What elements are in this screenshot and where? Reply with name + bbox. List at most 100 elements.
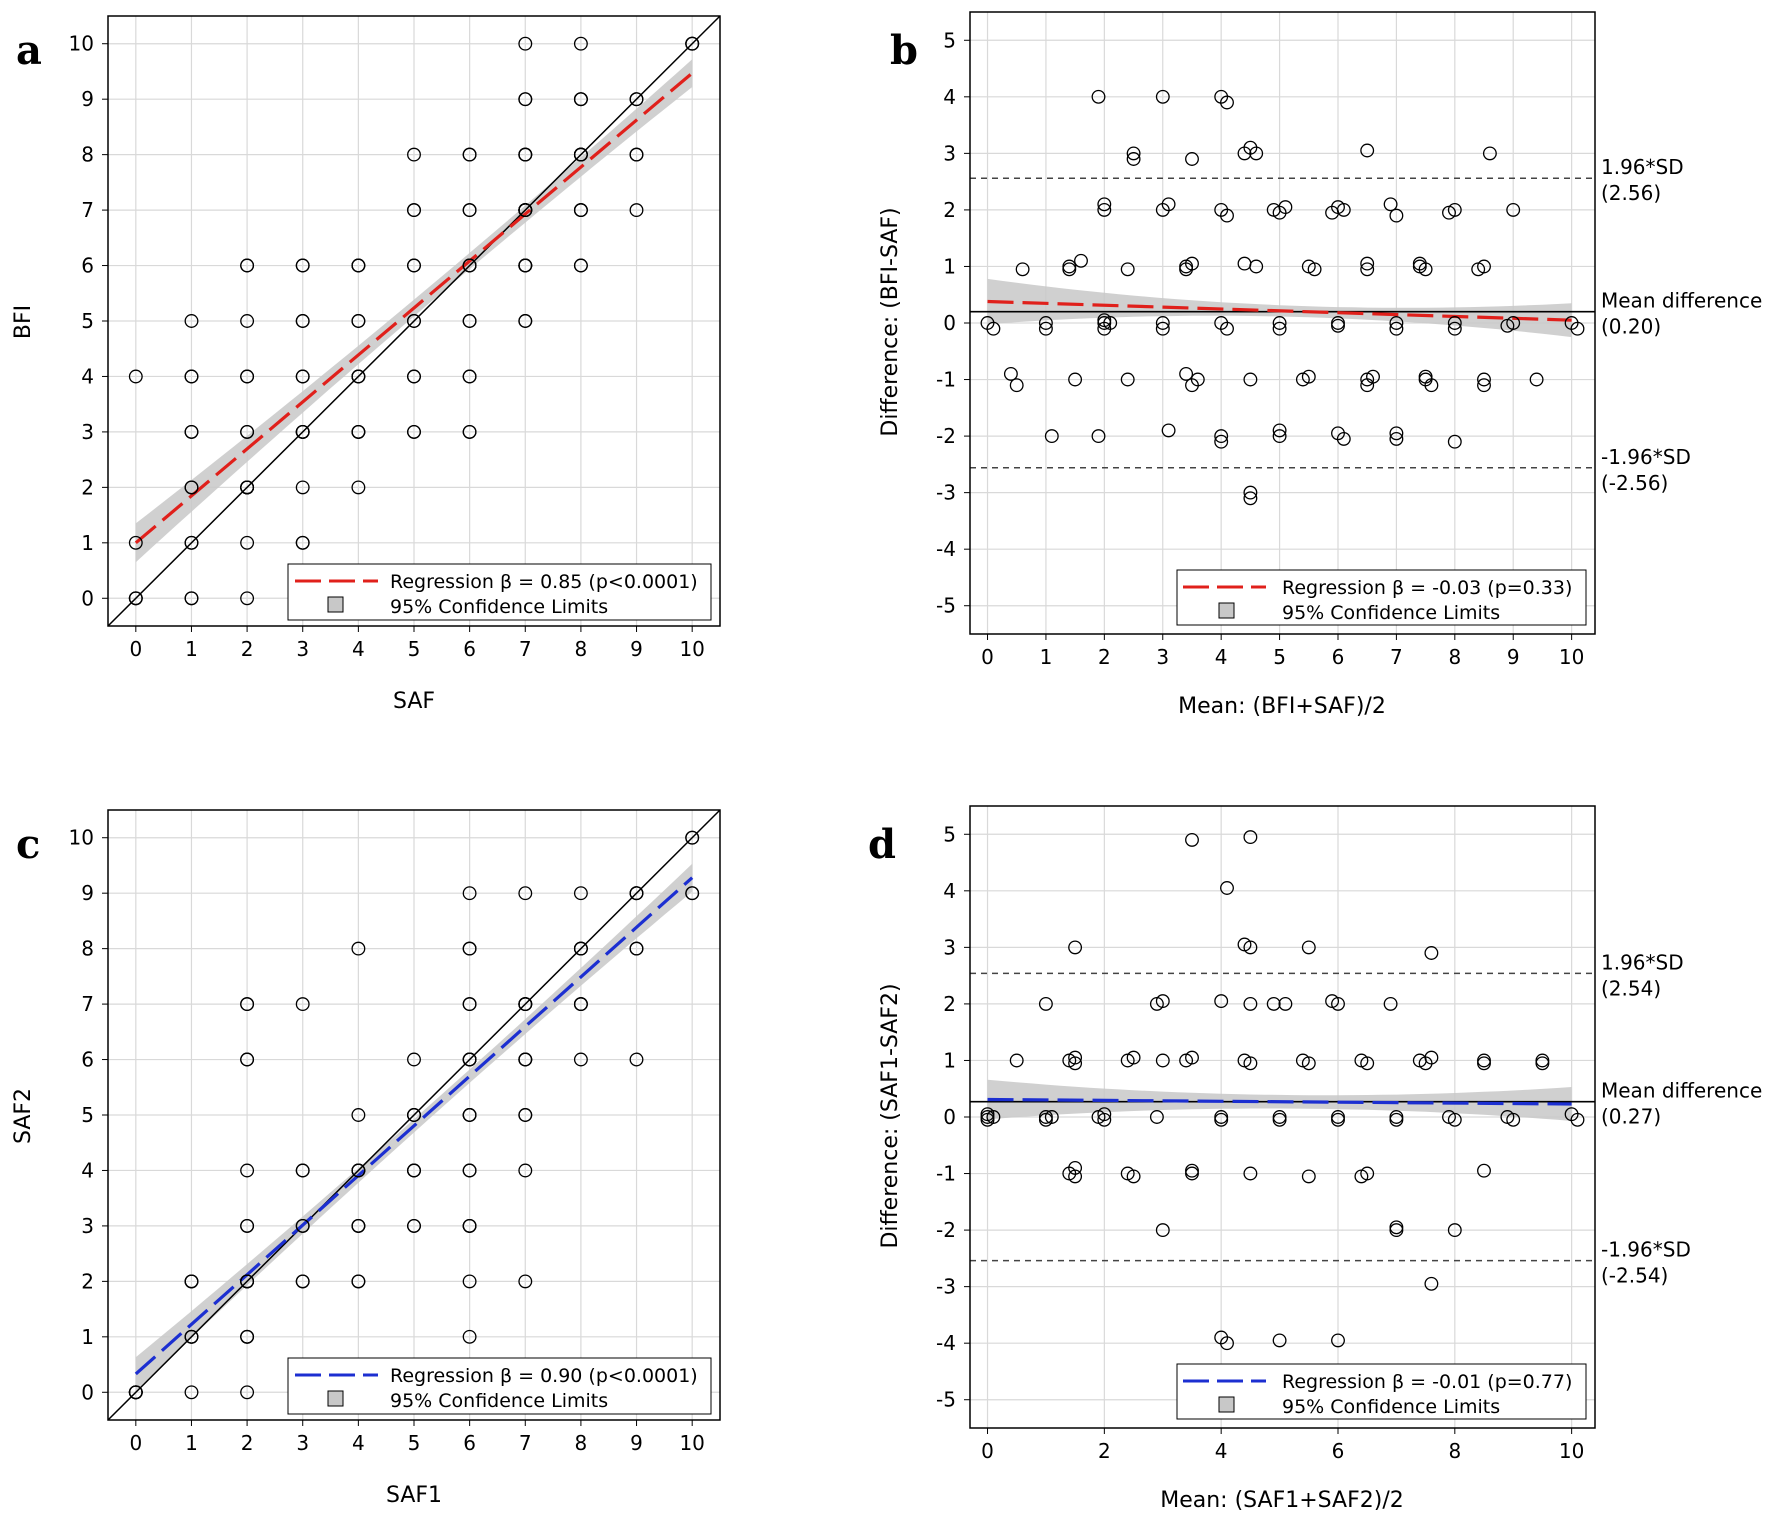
- panel-c-point: [573, 941, 588, 956]
- panel-b-point: [1331, 318, 1345, 333]
- panel-a: a 0 1 2 3 4 5 6 7 8 9 10 0 1 2 3 4 5 6 7 8 9 10 SAF BFI Regr…: [11, 15, 721, 714]
- panel-d-point: [1220, 881, 1234, 895]
- panel-d-point: [1331, 1333, 1345, 1348]
- panel-c-yticks: 0 1 2 3 4 5 6 7 8 9 10: [69, 826, 108, 1404]
- panel-b-point: [1360, 262, 1375, 277]
- panel-d-point: [1214, 994, 1229, 1009]
- panel-a-point: [184, 369, 199, 384]
- panel-b-point: [1126, 146, 1141, 161]
- panel-b-xticks: 0 1 2 3 4 5 6 7 8 9 10: [981, 634, 1584, 669]
- panel-b-point: [1570, 321, 1585, 336]
- panel-a-xlabel: SAF: [393, 689, 435, 714]
- panel-b-point: [1389, 321, 1404, 336]
- panel-b-point: [1336, 431, 1351, 446]
- panel-a-ytick-2: 2: [81, 475, 94, 499]
- panel-a-ytick-8: 8: [81, 143, 94, 167]
- panel-c-legend-ci-swatch: [327, 1390, 344, 1407]
- panel-a-point: [295, 314, 310, 328]
- panel-b-legend-ci-label: 95% Confidence Limits: [1282, 602, 1500, 624]
- panel-d-point: [1126, 1050, 1141, 1065]
- panel-c-point: [462, 1108, 477, 1122]
- panel-a-point: [462, 314, 477, 328]
- panel-c-point: [629, 886, 644, 901]
- panel-b-point: [1389, 208, 1404, 223]
- panel-c-point: [518, 1052, 533, 1067]
- panel-b-point: [1214, 429, 1229, 444]
- panel-a-point: [351, 369, 366, 384]
- panel-a-point: [518, 147, 533, 162]
- panel-c-xtick-7: 7: [519, 1431, 532, 1455]
- panel-d-point: [1360, 1166, 1375, 1181]
- panel-b-point: [1360, 256, 1375, 271]
- panel-b-point: [1272, 423, 1287, 438]
- panel-a-point: [351, 480, 366, 495]
- panel-b-point: [1214, 434, 1229, 449]
- panel-d-ytick-9: -4: [936, 1331, 956, 1355]
- panel-c-ytick-1: 1: [81, 1325, 94, 1349]
- panel-b-xtick-2: 2: [1098, 645, 1111, 669]
- panel-b-ytick-4: 1: [943, 254, 956, 278]
- panel-d-point: [1155, 1053, 1170, 1068]
- panel-c-xtick-2: 2: [241, 1431, 254, 1455]
- panel-d-point: [1424, 946, 1439, 960]
- panel-d-point: [1383, 996, 1398, 1011]
- panel-c-ytick-10: 10: [69, 826, 94, 850]
- panel-c-point: [685, 830, 700, 845]
- panel-a-point: [295, 258, 310, 273]
- panel-d-ytick-1: 4: [943, 879, 956, 903]
- panel-d-point: [1068, 1056, 1083, 1071]
- panel-a-ytick-7: 7: [81, 198, 94, 222]
- panel-c-point: [351, 1108, 366, 1122]
- panel-c-point: [518, 997, 533, 1012]
- panel-a-point: [407, 147, 421, 162]
- panel-b-regression-line: [987, 299, 1572, 322]
- panel-d-legend-box: [1176, 1363, 1587, 1420]
- panel-c-point: [184, 1274, 199, 1289]
- panel-b-point: [1272, 429, 1287, 444]
- panel-b-point: [1301, 369, 1316, 384]
- panel-a-ytick-5: 5: [81, 309, 94, 333]
- panel-d-point: [1243, 1166, 1258, 1181]
- panel-b-point: [1418, 262, 1433, 277]
- panel-c-point: [240, 1218, 255, 1233]
- panel-c-legend-regression-label: Regression β = 0.90 (p<0.0001): [390, 1365, 698, 1387]
- panel-c-point: [351, 1218, 366, 1233]
- panel-c-point: [295, 1218, 310, 1233]
- panel-d-xlabel: Mean: (SAF1+SAF2)/2: [1160, 1488, 1404, 1513]
- panel-d-point: [1535, 1056, 1550, 1071]
- panel-d-points: [980, 830, 1585, 1351]
- panel-b-point: [1220, 208, 1234, 223]
- panel-b-point: [1307, 262, 1322, 277]
- panel-b-refline-value-0: (2.56): [1601, 181, 1661, 205]
- panel-b-point: [1243, 372, 1258, 387]
- panel-d-ytick-7: -2: [936, 1218, 956, 1242]
- panel-c-points: [128, 830, 700, 1400]
- panel-a-point: [629, 147, 644, 162]
- panel-b-point: [1179, 366, 1194, 381]
- panel-c-ytick-0: 0: [81, 1380, 94, 1404]
- panel-c-point: [573, 886, 588, 901]
- panel-b-xtick-6: 6: [1332, 645, 1345, 669]
- panel-c-point: [240, 1385, 255, 1400]
- panel-b-yticks: 5 4 3 2 1 0 -1 -2 -3 -4 -5: [936, 28, 970, 618]
- panel-a-xtick-5: 5: [408, 637, 421, 661]
- panel-b-point: [1161, 423, 1176, 438]
- panel-a-point: [629, 203, 644, 218]
- panel-a-ytick-10: 10: [69, 32, 94, 56]
- panel-a-regression-line: [134, 71, 694, 545]
- panel-a-legend-ci-swatch: [327, 596, 344, 613]
- panel-a-point: [351, 258, 366, 273]
- panel-b-point: [1506, 202, 1521, 217]
- panel-d-point: [1360, 1056, 1375, 1071]
- panel-b-point: [1447, 202, 1462, 217]
- panel-a-xtick-10: 10: [679, 637, 704, 661]
- panel-a-legend: Regression β = 0.85 (p<0.0001) 95% Confi…: [287, 563, 712, 621]
- panel-a-point: [462, 369, 477, 384]
- panel-c-regression-line: [134, 876, 694, 1376]
- panel-a-point: [407, 203, 421, 218]
- panel-a-xtick-8: 8: [575, 637, 588, 661]
- panel-b-point: [1097, 197, 1112, 212]
- panel-d-point: [1477, 1163, 1491, 1178]
- panel-d-point: [1424, 1276, 1439, 1291]
- panel-a-identity-line: [107, 15, 721, 627]
